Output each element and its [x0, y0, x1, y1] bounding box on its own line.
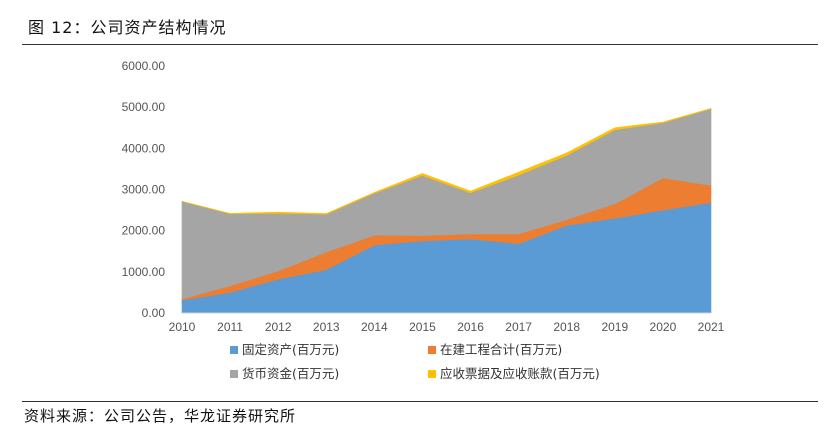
x-tick-label: 2011	[217, 320, 243, 334]
x-tick-labels: 2010 2011 2012 2013 2014 2015 2016 2017 2018 2019…	[169, 320, 725, 334]
area-layers	[181, 108, 712, 314]
y-tick-label: 6000.00	[122, 59, 166, 73]
x-tick-label: 2014	[361, 320, 388, 334]
y-tick-label: 2000.00	[122, 224, 166, 238]
legend-label-3: 应收票据及应收账款(百万元)	[440, 366, 600, 381]
legend: 固定资产(百万元) 在建工程合计(百万元) 货币资金(百万元) 应收票据及应收账款(百…	[230, 342, 600, 381]
y-tick-label: 1000.00	[122, 265, 166, 279]
y-tick-label: 5000.00	[122, 100, 166, 114]
x-tick-label: 2017	[505, 320, 532, 334]
x-tick-label: 2015	[409, 320, 436, 334]
figure-title: 图 12：公司资产结构情况	[28, 18, 227, 37]
stacked-area-chart: 0.00 1000.00 2000.00 3000.00 4000.00 5000.00 6…	[122, 59, 725, 381]
x-tick-label: 2020	[650, 320, 677, 334]
legend-label-2: 货币资金(百万元)	[242, 366, 339, 381]
top-rule	[22, 44, 818, 45]
x-tick-label: 2012	[265, 320, 292, 334]
x-tick-label: 2016	[457, 320, 484, 334]
x-tick-label: 2010	[169, 320, 196, 334]
legend-swatch-3	[428, 370, 436, 378]
area-series-3	[181, 108, 712, 215]
y-tick-label: 4000.00	[122, 141, 166, 155]
x-tick-label: 2013	[313, 320, 340, 334]
legend-label-1: 在建工程合计(百万元)	[440, 342, 562, 357]
legend-swatch-0	[230, 346, 238, 354]
bottom-rule	[22, 401, 818, 402]
y-tick-label: 3000.00	[122, 183, 166, 197]
x-tick-label: 2019	[601, 320, 628, 334]
legend-swatch-1	[428, 346, 436, 354]
y-tick-label: 0.00	[142, 306, 166, 320]
x-tick-label: 2018	[553, 320, 580, 334]
legend-label-0: 固定资产(百万元)	[242, 342, 339, 357]
legend-swatch-2	[230, 370, 238, 378]
x-tick-label: 2021	[698, 320, 725, 334]
y-tick-labels: 0.00 1000.00 2000.00 3000.00 4000.00 5000.00 6…	[122, 59, 166, 320]
source-note: 资料来源：公司公告，华龙证券研究所	[24, 407, 297, 425]
